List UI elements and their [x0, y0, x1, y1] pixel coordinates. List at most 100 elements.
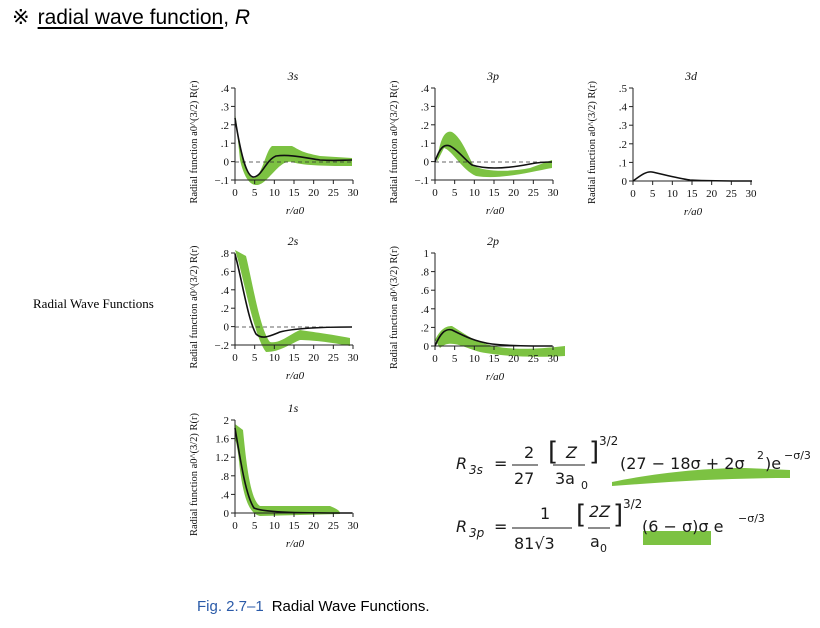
x-tick-label-2s: 5: [252, 352, 258, 364]
y-axis-label-3s: Radial function a0^(3/2) R(r): [189, 80, 200, 204]
r3s-poly-sq: 2: [757, 449, 764, 462]
y-tick-label-2s: 0: [224, 322, 230, 334]
x-tick-label-3s: 25: [328, 187, 340, 199]
x-tick-label-3s: 20: [308, 187, 320, 199]
x-axis-label-1s: r/a0: [286, 538, 305, 550]
x-tick-label-1s: 25: [328, 520, 340, 532]
side-label: Radial Wave Functions: [33, 296, 154, 311]
x-tick-label-2p: 10: [469, 353, 481, 365]
r3p-lbracket: [: [576, 500, 587, 530]
y-axis-label-3p: Radial function a0^(3/2) R(r): [389, 80, 400, 204]
r3s-sub: 3s: [469, 463, 483, 477]
y-tick-label-3p: −.1: [415, 175, 429, 187]
y-tick-label-3s: .2: [221, 120, 229, 132]
panel-title-3s: 3s: [287, 69, 299, 83]
x-axis-label-2s: r/a0: [286, 370, 305, 382]
r3s-tail-exp: −σ/3: [784, 449, 811, 462]
radial-curve-1s: [234, 427, 353, 514]
y-tick-label-3p: 0: [424, 157, 430, 169]
highlight-band-3p: [437, 131, 552, 178]
x-tick-label-2s: 30: [348, 352, 360, 364]
y-tick-label-1s: 1.2: [215, 452, 229, 464]
r3s-poly: (27 − 18σ + 2σ: [620, 454, 745, 473]
x-tick-label-2s: 25: [328, 352, 340, 364]
x-tick-label-3p: 5: [452, 187, 458, 199]
y-tick-label-1s: 0: [224, 508, 230, 520]
y-tick-label-1s: .8: [221, 471, 230, 483]
x-tick-label-2p: 15: [489, 353, 501, 365]
x-tick-label-1s: 5: [252, 520, 258, 532]
r3s-inner-num: Z: [566, 443, 577, 462]
r3p-inner-num: 2Z: [589, 502, 611, 521]
radial-curve-3s: [234, 117, 353, 178]
panel-title-3d: 3d: [684, 69, 698, 83]
x-tick-label-2s: 0: [232, 352, 238, 364]
y-tick-label-2p: 0: [424, 341, 430, 353]
figure-caption: Fig. 2.7–1 Radial Wave Functions.: [197, 598, 430, 615]
x-tick-label-3s: 10: [269, 187, 281, 199]
r3p-exp: 3/2: [623, 497, 643, 511]
reference-mark: ※: [12, 6, 30, 29]
r3p-num: 1: [540, 504, 551, 523]
x-tick-label-3p: 25: [528, 187, 540, 199]
x-tick-label-1s: 10: [269, 520, 281, 532]
y-tick-label-2s: .4: [221, 285, 230, 297]
x-tick-label-3p: 30: [548, 187, 560, 199]
x-tick-label-1s: 15: [289, 520, 301, 532]
y-tick-label-3s: −.1: [215, 175, 229, 187]
r3p-sub: 3p: [469, 526, 485, 540]
y-tick-label-3s: .1: [221, 138, 229, 150]
x-tick-label-2p: 5: [452, 353, 458, 365]
r3p-rbracket: ]: [613, 500, 624, 530]
y-tick-label-3d: 0: [622, 176, 628, 188]
r3p-den: 81√3: [514, 534, 555, 553]
y-tick-label-1s: 2: [224, 415, 230, 427]
highlight-band-2p: [435, 326, 565, 357]
x-tick-label-3s: 0: [232, 187, 238, 199]
r3s-equals: =: [494, 454, 508, 473]
x-tick-label-3d: 0: [630, 188, 636, 200]
y-tick-label-2p: .6: [421, 285, 430, 297]
x-tick-label-2p: 0: [432, 353, 438, 365]
r3s-inner-den-sub: 0: [581, 479, 588, 492]
r3p-tail-exp: −σ/3: [738, 512, 765, 525]
x-axis-label-3d: r/a0: [684, 206, 703, 218]
highlight-eq-r3p: [643, 531, 711, 545]
x-tick-label-3p: 10: [469, 187, 481, 199]
x-tick-label-3d: 10: [667, 188, 679, 200]
y-tick-label-3p: .1: [421, 138, 429, 150]
radial-curve-3p: [434, 144, 553, 169]
r3s-lhs: R: [456, 454, 468, 473]
x-tick-label-2p: 25: [528, 353, 540, 365]
y-tick-label-3p: .4: [421, 83, 430, 95]
r3s-poly-end: )e: [765, 454, 782, 473]
r3s-lbracket: [: [548, 437, 559, 467]
y-tick-label-1s: 1.6: [215, 434, 229, 446]
r3p-lhs: R: [456, 517, 468, 536]
r3p-inner-den: a: [590, 532, 600, 551]
y-tick-label-3d: .5: [619, 83, 628, 95]
radial-curve-2p: [434, 328, 553, 347]
x-tick-label-3s: 15: [289, 187, 301, 199]
x-tick-label-3p: 0: [432, 187, 438, 199]
highlight-band-1s: [235, 424, 340, 516]
y-tick-label-2s: .6: [221, 266, 230, 278]
x-tick-label-3d: 20: [706, 188, 718, 200]
y-tick-label-2p: 1: [424, 248, 430, 260]
y-tick-label-3p: .2: [421, 120, 429, 132]
x-tick-label-2p: 20: [508, 353, 520, 365]
x-axis-label-2p: r/a0: [486, 371, 505, 383]
x-tick-label-3s: 30: [348, 187, 360, 199]
y-axis-label-2s: Radial function a0^(3/2) R(r): [189, 245, 200, 369]
x-tick-label-3d: 25: [726, 188, 738, 200]
y-tick-label-2p: .8: [421, 267, 430, 279]
x-tick-label-3p: 20: [508, 187, 520, 199]
x-tick-label-3d: 15: [687, 188, 699, 200]
panel-title-1s: 1s: [288, 401, 299, 415]
heading-symbol: R: [234, 6, 251, 29]
panel-title-2s: 2s: [288, 234, 299, 248]
x-tick-label-3p: 15: [489, 187, 501, 199]
x-axis-label-3s: r/a0: [286, 205, 305, 217]
r3s-den: 27: [514, 469, 535, 488]
y-tick-label-3d: .1: [619, 157, 627, 169]
